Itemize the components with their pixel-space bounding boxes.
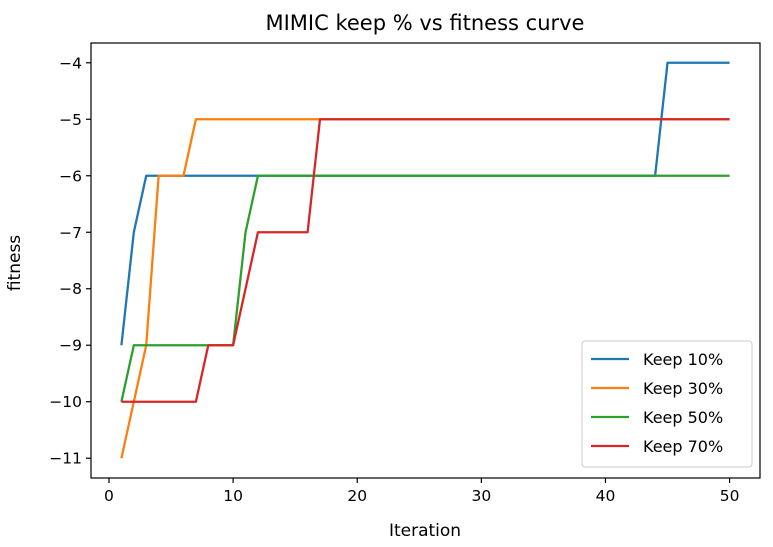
legend-box [581, 340, 753, 468]
series-line-3 [120, 174, 730, 402]
plot-area [120, 61, 730, 459]
y-tick-label: −5 [59, 111, 82, 129]
plot-frame [90, 42, 761, 479]
x-tick-label: 30 [471, 487, 491, 505]
y-tick-label: −6 [59, 167, 82, 185]
x-tick-label: 0 [104, 487, 114, 505]
y-tick-label: −10 [49, 393, 82, 411]
x-tick-label: 40 [596, 487, 616, 505]
y-tick-label: −7 [59, 224, 82, 242]
x-tick-label: 50 [720, 487, 740, 505]
y-tick-label: −9 [59, 337, 82, 355]
y-tick-label: −4 [59, 54, 82, 72]
axes: 0 10 20 30 40 50 −11 −10 −9 −8 −7 −6 −5 −4 [49, 42, 761, 505]
chart-title: MIMIC keep % vs fitness curve [266, 11, 585, 35]
series-line-4 [121, 118, 730, 403]
y-axis-label: fitness [5, 235, 25, 291]
legend-label-3: Keep 50% [643, 408, 723, 427]
y-tick-label: −11 [49, 450, 82, 468]
legend-label-2: Keep 30% [643, 379, 723, 398]
y-tick-label: −8 [59, 280, 82, 298]
x-tick-label: 20 [347, 487, 367, 505]
legend-label-1: Keep 10% [643, 350, 723, 369]
x-tick-label: 10 [223, 487, 243, 505]
series-line-1 [120, 61, 730, 346]
x-axis-label: Iteration [389, 521, 461, 541]
legend-label-4: Keep 70% [643, 437, 723, 456]
legend: Keep 10% Keep 30% Keep 50% Keep 70% [581, 340, 753, 468]
